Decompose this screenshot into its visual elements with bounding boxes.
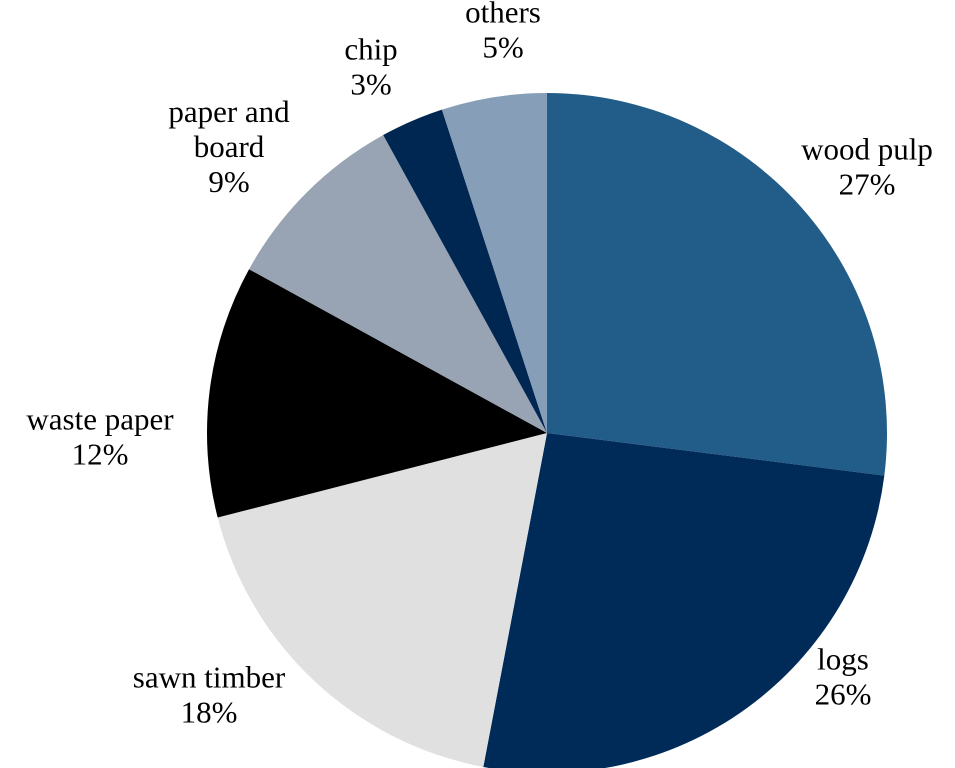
- slice-name-logs: logs: [817, 642, 869, 677]
- slice-label-others: others 5%: [465, 0, 541, 65]
- slice-name-waste-paper: waste paper: [26, 402, 174, 437]
- slice-name-others: others: [465, 0, 541, 30]
- slice-percent-logs: 26%: [815, 677, 872, 712]
- slice-percent-wood-pulp: 27%: [839, 167, 896, 202]
- slice-percent-sawn-timber: 18%: [181, 695, 238, 730]
- slice-label-logs: logs 26%: [815, 642, 872, 712]
- slice-name-paper-and-board: paper and: [168, 94, 290, 129]
- slice-labels: wood pulp 27% logs 26% sawn timber 18% waste p…: [26, 0, 932, 730]
- slice-name-chip: chip: [344, 32, 397, 67]
- slice-label-chip: chip 3%: [344, 32, 397, 102]
- pie-slice-wood-pulp: [547, 93, 888, 476]
- pie-slices: [207, 93, 888, 768]
- pie-slice-sawn-timber: [217, 433, 547, 767]
- pie-slice-chip: [383, 109, 547, 433]
- slice-name-paper-and-board: board: [194, 129, 265, 164]
- slice-percent-chip: 3%: [350, 67, 391, 102]
- slice-label-wood-pulp: wood pulp 27%: [801, 132, 933, 202]
- slice-percent-paper-and-board: 9%: [208, 164, 249, 199]
- slice-name-sawn-timber: sawn timber: [133, 660, 286, 695]
- pie-slice-others: [441, 93, 547, 433]
- pie-slice-waste-paper: [207, 269, 548, 518]
- slice-label-waste-paper: waste paper 12%: [26, 402, 174, 472]
- slice-label-sawn-timber: sawn timber 18%: [133, 660, 286, 730]
- slice-percent-waste-paper: 12%: [72, 437, 129, 472]
- slice-label-paper-and-board: paper and board 9%: [168, 94, 290, 199]
- pie-slice-paper-and-board: [249, 135, 547, 433]
- slice-name-wood-pulp: wood pulp: [801, 132, 933, 167]
- pie-slice-logs: [483, 433, 885, 768]
- slice-percent-others: 5%: [482, 30, 523, 65]
